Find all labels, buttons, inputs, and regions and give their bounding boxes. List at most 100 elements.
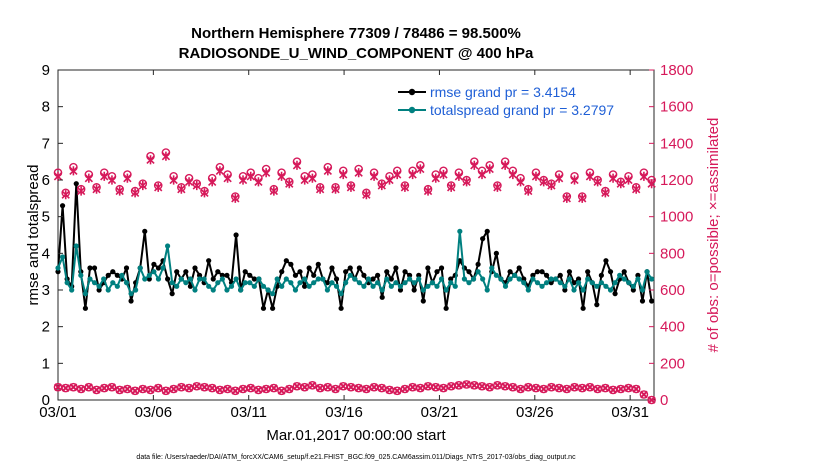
obs-possible-marker xyxy=(284,384,294,394)
obs-assimilated-marker xyxy=(516,177,525,187)
y-right-tick-label: 1200 xyxy=(660,172,693,189)
obs-possible-marker xyxy=(400,384,410,394)
obs-assimilated-lower-marker xyxy=(524,383,533,392)
series-point-1 xyxy=(206,283,212,289)
obs-assimilated-marker xyxy=(292,160,302,170)
obs-assimilated-lower-marker xyxy=(439,384,448,392)
series-point-0 xyxy=(630,287,636,293)
series-point-1 xyxy=(59,254,66,260)
obs-possible-marker xyxy=(585,382,595,392)
obs-assimilated-marker xyxy=(377,180,386,191)
series-point-1 xyxy=(512,272,518,278)
series-point-1 xyxy=(73,243,79,249)
obs-possible-marker xyxy=(92,385,101,395)
obs-assimilated-lower-marker xyxy=(493,381,502,390)
series-point-0 xyxy=(114,272,120,278)
obs-assimilated-lower-marker xyxy=(377,384,386,392)
series-point-1 xyxy=(315,276,321,282)
series-point-1 xyxy=(78,272,84,278)
series-point-1 xyxy=(475,269,481,275)
series-point-0 xyxy=(247,272,253,278)
obs-assimilated-lower-marker xyxy=(262,385,271,393)
series-point-1 xyxy=(594,283,600,289)
obs-possible-marker xyxy=(107,382,117,392)
series-point-0 xyxy=(192,265,198,271)
series-point-1 xyxy=(201,276,207,282)
legend-spread-label: totalspread grand pr = 3.2797 xyxy=(430,102,614,118)
series-point-1 xyxy=(553,276,559,282)
obs-possible-marker xyxy=(508,382,518,392)
series-point-0 xyxy=(123,265,130,271)
x-tick-label: 03/21 xyxy=(421,404,459,421)
series-point-0 xyxy=(151,261,157,267)
series-point-1 xyxy=(192,287,198,293)
obs-assimilated-lower-marker xyxy=(555,384,564,392)
series-point-0 xyxy=(333,276,340,282)
obs-possible-marker xyxy=(246,383,256,393)
y-left-tick-label: 1 xyxy=(42,355,50,372)
series-point-1 xyxy=(457,228,463,234)
series-point-1 xyxy=(452,283,458,289)
obs-possible-marker xyxy=(231,386,240,396)
series-point-0 xyxy=(438,265,445,271)
obs-assimilated-lower-marker xyxy=(347,383,355,392)
series-point-0 xyxy=(283,258,289,264)
x-tick-label: 03/31 xyxy=(611,404,649,421)
series-point-1 xyxy=(110,280,116,286)
series-point-1 xyxy=(174,283,180,289)
series-point-1 xyxy=(585,276,591,282)
obs-assimilated-lower-marker xyxy=(501,382,510,391)
data-file-footnote: data file: /Users/raeder/DAI/ATM_forcXX/… xyxy=(136,454,576,461)
obs-assimilated-lower-marker xyxy=(200,383,209,392)
chart-title-line2: RADIOSONDE_U_WIND_COMPONENT @ 400 hPa xyxy=(179,45,534,62)
series-point-0 xyxy=(155,265,162,271)
series-point-0 xyxy=(59,203,66,209)
series-point-0 xyxy=(270,305,276,311)
obs-possible-marker xyxy=(323,382,333,392)
series-point-0 xyxy=(174,269,180,275)
obs-assimilated-marker xyxy=(447,182,456,192)
obs-assimilated-lower-marker xyxy=(108,383,116,392)
series-point-0 xyxy=(521,276,527,282)
series-point-1 xyxy=(493,272,499,278)
series-point-1 xyxy=(434,283,440,289)
series-point-1 xyxy=(534,280,541,286)
series-point-0 xyxy=(407,272,413,278)
obs-assimilated-lower-marker xyxy=(616,385,625,393)
obs-assimilated-lower-marker xyxy=(138,385,147,393)
obs-assimilated-lower-marker xyxy=(269,384,278,392)
obs-assimilated-marker xyxy=(470,160,479,170)
series-point-0 xyxy=(128,298,134,304)
series-point-1 xyxy=(238,287,244,293)
obs-assimilated-marker xyxy=(231,193,240,203)
series-point-0 xyxy=(251,276,257,282)
series-point-1 xyxy=(352,276,358,282)
series-point-1 xyxy=(196,276,203,282)
series-point-0 xyxy=(393,265,399,271)
series-point-0 xyxy=(416,272,422,278)
series-point-1 xyxy=(589,280,595,286)
obs-possible-marker xyxy=(647,395,656,405)
series-point-0 xyxy=(164,276,171,282)
series-point-1 xyxy=(557,280,563,286)
obs-assimilated-marker xyxy=(107,175,117,185)
obs-assimilated-marker xyxy=(547,180,556,191)
obs-assimilated-marker xyxy=(524,186,533,196)
series-point-1 xyxy=(420,287,426,293)
obs-assimilated-marker xyxy=(416,164,425,174)
y-left-tick-label: 9 xyxy=(42,62,50,79)
obs-assimilated-marker xyxy=(92,184,101,194)
series-point-1 xyxy=(87,276,93,282)
series-point-1 xyxy=(566,276,573,282)
obs-possible-marker xyxy=(439,383,448,393)
obs-assimilated-marker xyxy=(632,184,641,194)
series-point-1 xyxy=(228,283,235,289)
obs-assimilated-marker xyxy=(339,169,348,180)
obs-possible-marker xyxy=(601,383,610,393)
series-point-1 xyxy=(187,276,194,282)
obs-assimilated-marker xyxy=(100,171,109,181)
obs-assimilated-lower-marker xyxy=(401,385,409,393)
series-point-1 xyxy=(114,283,120,289)
series-point-0 xyxy=(370,276,376,282)
obs-assimilated-lower-marker xyxy=(308,381,317,390)
